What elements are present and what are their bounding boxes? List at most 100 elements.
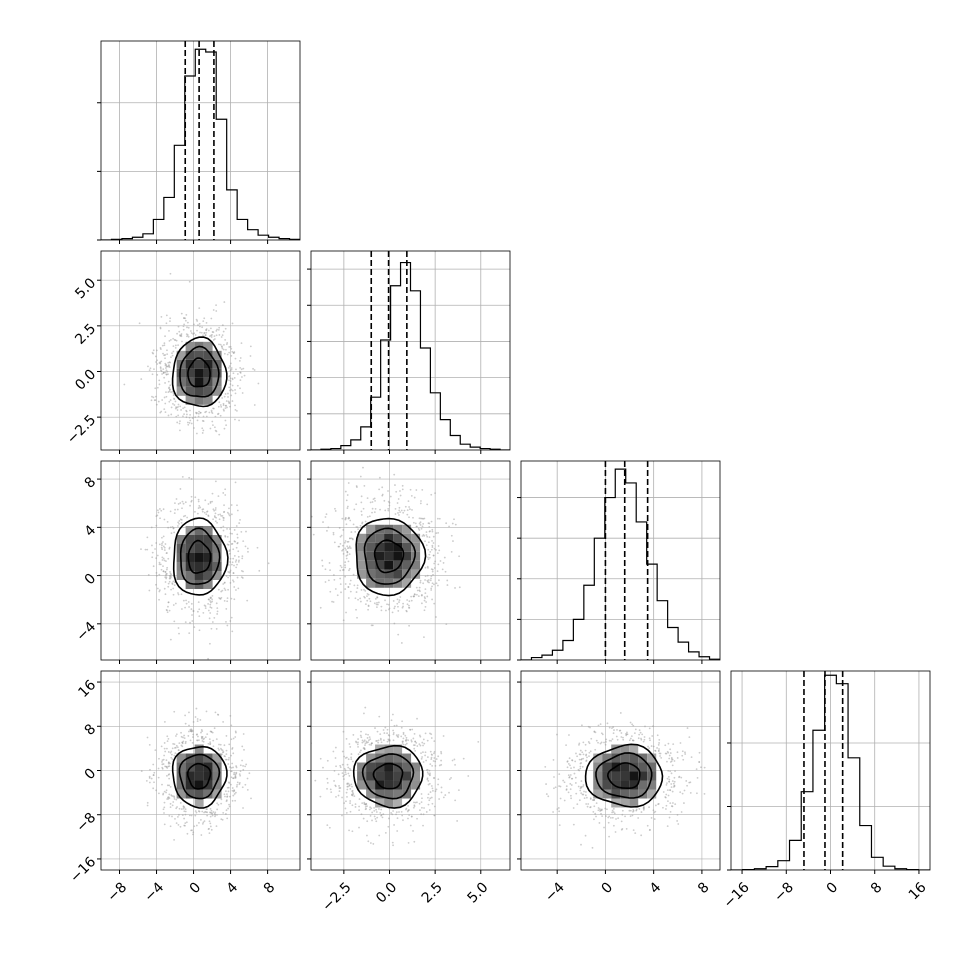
sample-point [213,616,216,619]
sample-point [246,599,249,602]
sample-point [398,514,400,516]
sample-point [424,732,427,735]
sample-point [597,809,600,812]
sample-point [212,309,215,311]
sample-point [689,792,692,794]
sample-point [666,789,669,792]
sample-point [158,590,161,593]
sample-point [413,801,415,804]
sample-point [195,411,197,414]
sample-point [419,744,422,747]
sample-point [206,733,209,736]
sample-point [600,741,603,744]
sample-point [230,394,233,397]
sample-point [620,732,623,734]
sample-point [194,510,196,513]
sample-point [415,489,418,491]
sample-point [429,550,432,553]
sample-point [179,502,182,504]
sample-point [611,816,614,819]
sample-point [369,501,372,504]
sample-point [388,738,391,741]
sample-point [615,735,618,738]
sample-point [242,765,244,767]
sample-point [161,544,163,547]
sample-point [179,488,182,490]
sample-point [208,820,211,823]
sample-point [413,804,416,807]
sample-point [402,743,405,746]
sample-point [577,768,580,771]
sample-point [582,753,585,756]
sample-point [229,714,232,717]
sample-point [181,608,183,610]
sample-point [378,834,381,837]
sample-point [173,531,176,534]
sample-point [221,515,224,517]
sample-point [406,513,409,516]
sample-point [241,557,244,560]
sample-point [182,502,185,505]
sample-point [364,590,367,592]
sample-point [352,573,355,576]
y-tick-label: 0 [82,765,100,783]
sample-point [257,382,260,385]
sample-point [420,793,423,795]
sample-point [427,793,430,796]
sample-point [172,527,175,530]
sample-point [344,547,347,550]
sample-point [361,739,364,742]
sample-point [398,506,401,509]
sample-point [170,576,173,578]
sample-point [335,795,337,798]
sample-point [211,621,214,623]
sample-point [344,564,346,567]
sample-point [196,320,199,322]
sample-point [230,776,233,779]
sample-point [401,488,404,491]
sample-point [170,794,173,797]
sample-point [182,515,185,518]
sample-point [660,757,663,759]
sample-point [165,766,168,768]
sample-point [418,589,421,592]
sample-point [331,600,333,603]
sample-point [235,772,238,775]
sample-point [228,782,231,784]
sample-point [430,493,433,496]
sample-point [198,504,201,507]
sample-point [178,519,181,522]
sample-point [169,399,172,401]
sample-point [367,608,369,611]
sample-point [382,813,385,816]
sample-point [235,566,238,569]
sample-point [227,763,230,765]
sample-point [423,596,426,598]
sample-point [348,569,350,572]
pair-content [101,671,300,870]
sample-point [224,758,227,761]
sample-point [348,567,351,570]
sample-point [226,817,229,820]
sample-point [608,739,611,742]
sample-point [369,738,372,740]
sample-point [319,795,322,798]
sample-point [198,410,200,413]
sample-point [363,748,366,750]
sample-point [379,812,382,814]
density-cell [411,771,421,781]
sample-point [140,548,142,551]
sample-point [571,759,573,761]
density-cell [176,534,186,544]
sample-point [227,564,230,566]
sample-point [151,544,153,547]
sample-point [230,347,233,350]
sample-point [431,570,434,573]
sample-point [671,780,674,782]
sample-point [407,739,410,742]
sample-point [157,767,160,770]
sample-point [198,322,201,325]
sample-point [230,504,233,506]
sample-point [184,810,187,813]
sample-point [416,817,418,820]
